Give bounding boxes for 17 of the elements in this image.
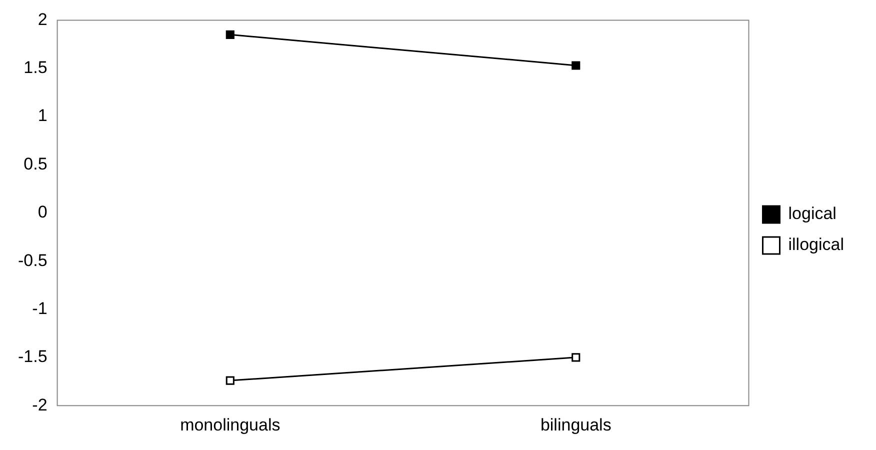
- point: [572, 61, 580, 70]
- y-tick-label: -1: [32, 298, 48, 318]
- y-tick-label: 1: [38, 106, 48, 126]
- y-tick-label: -2: [32, 395, 48, 414]
- point: [226, 30, 234, 39]
- legend-label: illogical: [788, 235, 844, 254]
- y-tick-label: 2: [38, 10, 48, 29]
- point: [572, 353, 580, 362]
- y-tick-label: 0.5: [24, 154, 48, 174]
- x-tick-label: bilinguals: [540, 415, 612, 434]
- x-tick-label: monolinguals: [180, 415, 280, 434]
- legend-label: logical: [788, 204, 836, 224]
- y-tick-label: 1.5: [24, 58, 48, 78]
- point: [226, 376, 234, 385]
- y-tick-label: -1.5: [18, 347, 48, 366]
- y-tick-label: -0.5: [18, 250, 48, 270]
- y-tick-label: 0: [38, 202, 48, 222]
